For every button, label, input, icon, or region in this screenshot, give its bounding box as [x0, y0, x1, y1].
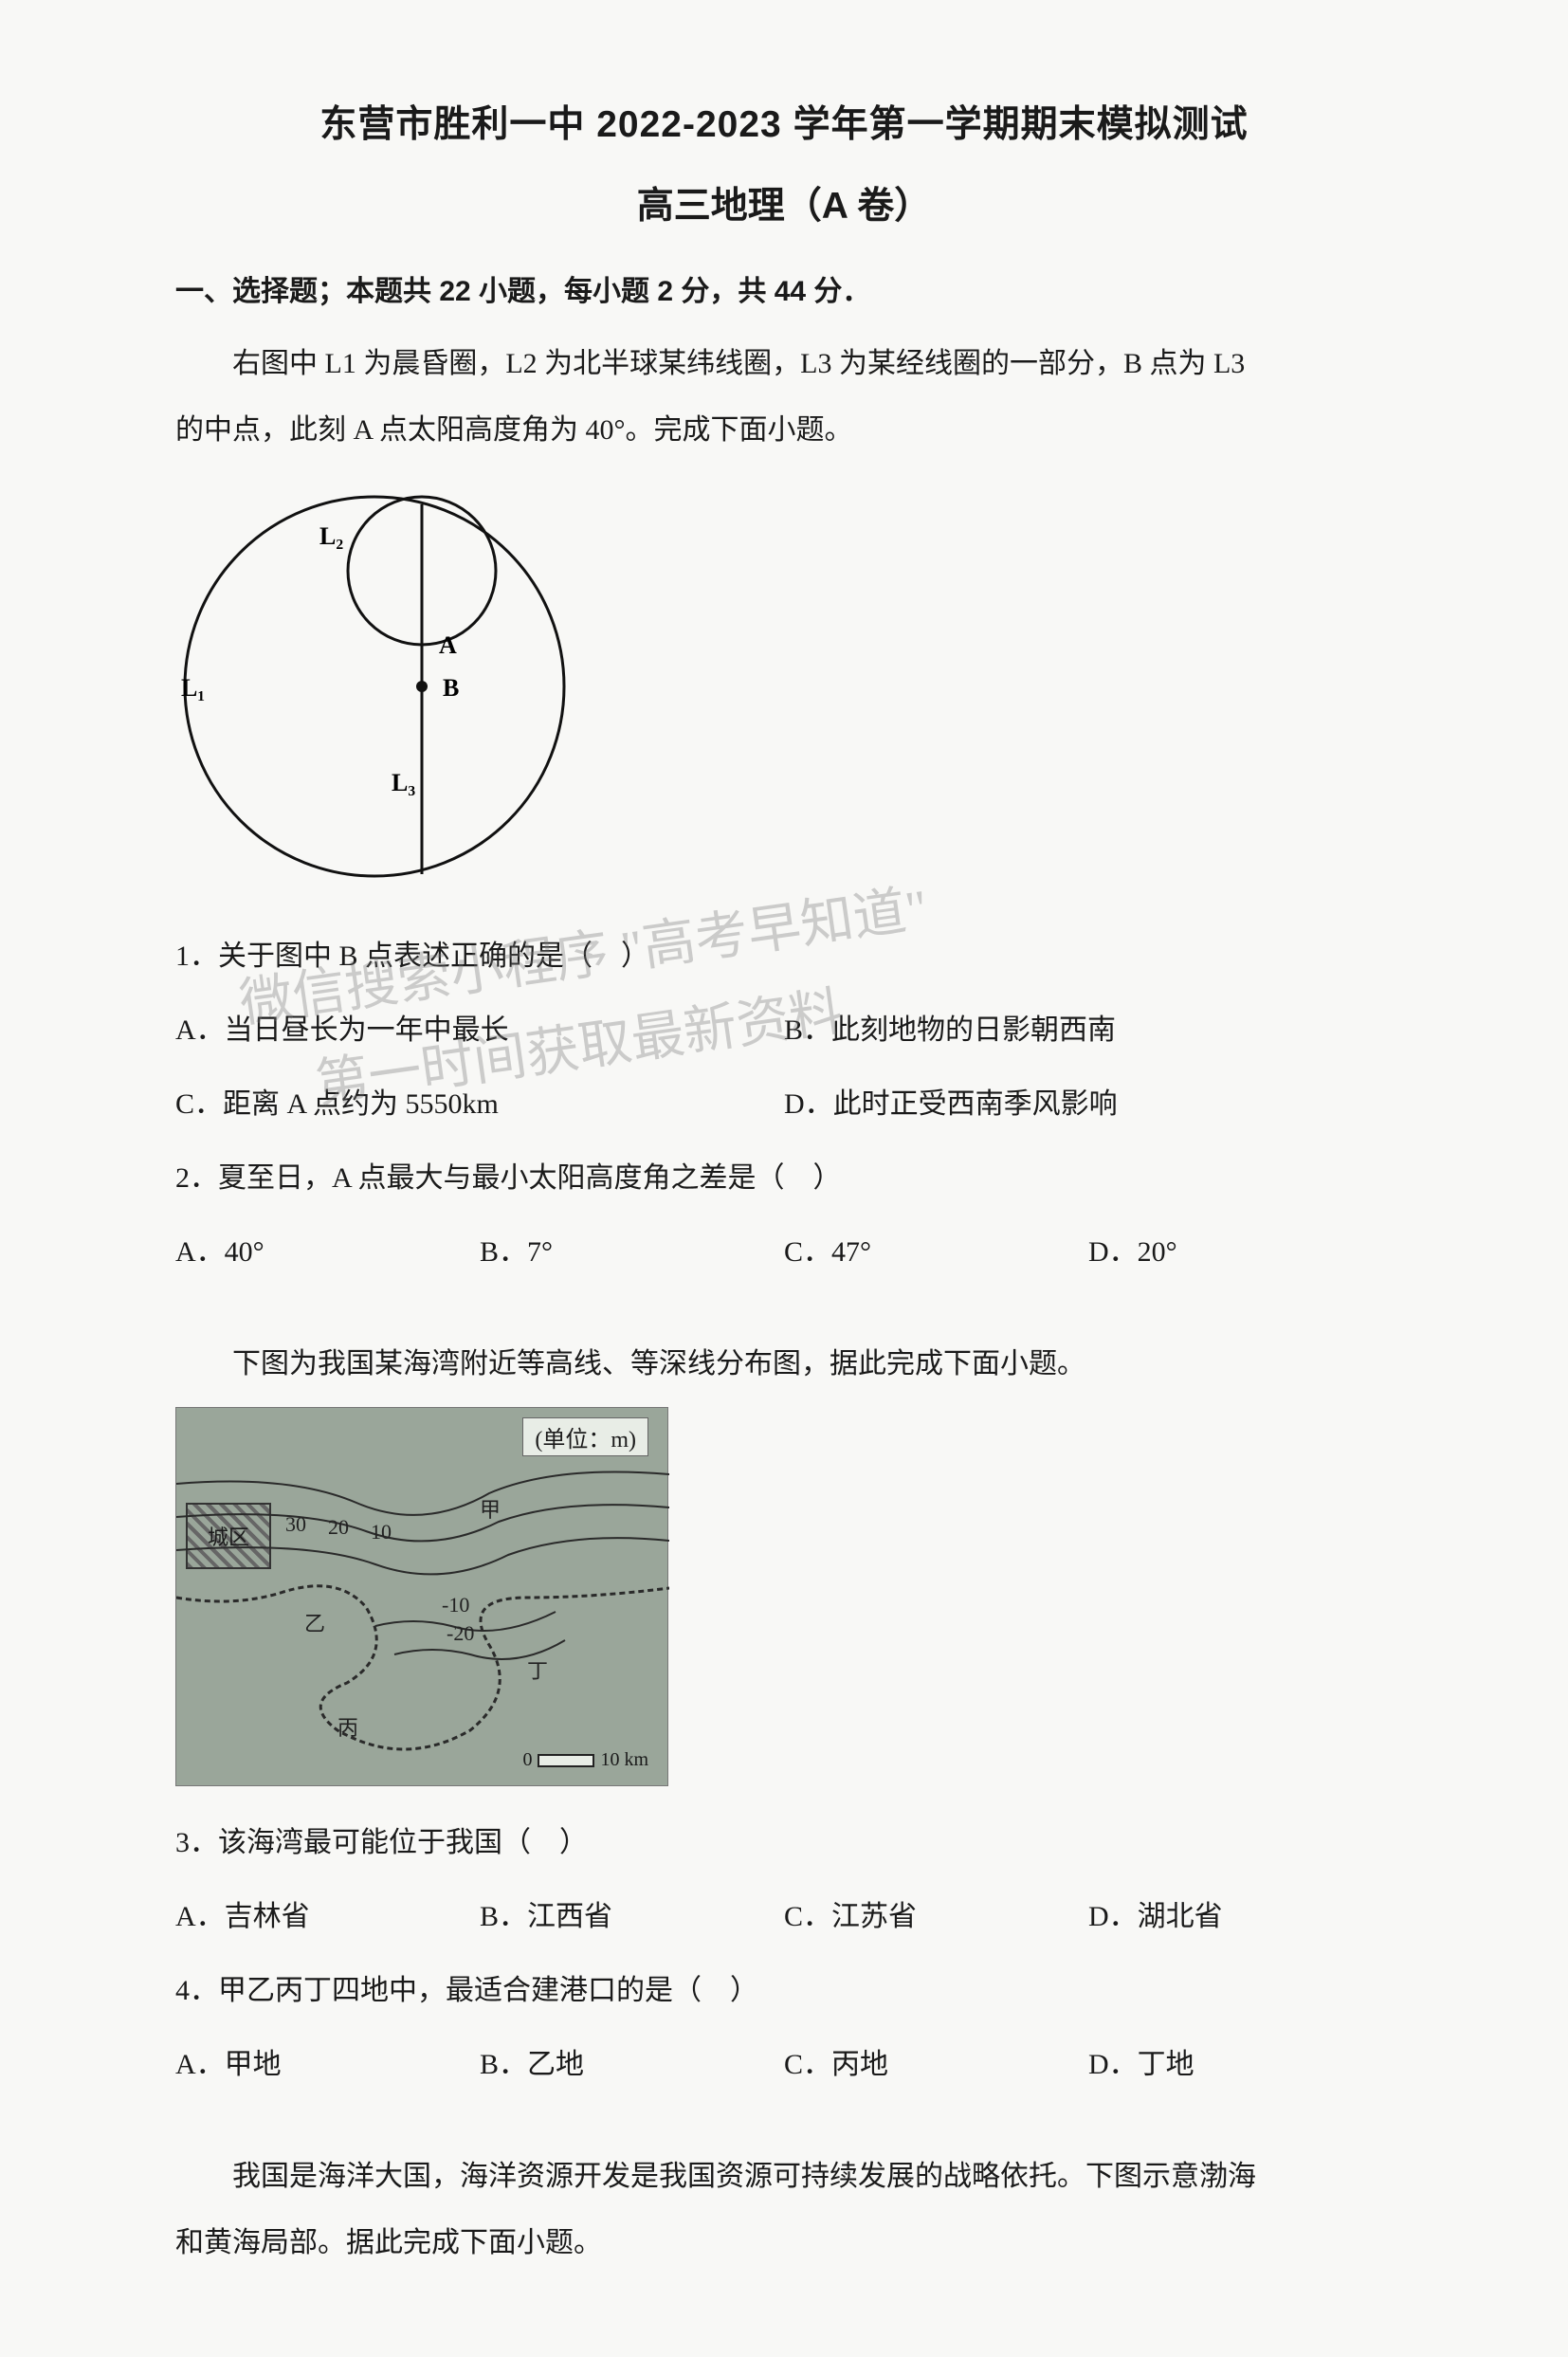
- intro3-p1: 我国是海洋大国，海洋资源开发是我国资源可持续发展的战略依托。下图示意渤海: [175, 2148, 1393, 2205]
- map-depth-10: -10: [442, 1593, 469, 1617]
- label-l3: L₃: [392, 769, 415, 796]
- intro3-p2: 和黄海局部。据此完成下面小题。: [175, 2215, 1393, 2272]
- outer-circle: [185, 497, 564, 876]
- map-pt-jia: 甲: [480, 1493, 501, 1524]
- label-l2: L₂: [319, 522, 343, 550]
- q3-opt-c: C．江苏省: [784, 1889, 1088, 1946]
- q3-opt-a: A．吉林省: [175, 1889, 480, 1946]
- intro-para-1: 右图中 L1 为晨昏圈，L2 为北半球某纬线圈，L3 为某经线圈的一部分，B 点…: [175, 336, 1393, 393]
- q1-stem: 1．关于图中 B 点表述正确的是（ ）: [175, 928, 1393, 985]
- label-l1: L₁: [181, 674, 205, 702]
- diagram-circle: L₁ L₂ L₃ A B: [175, 487, 1393, 900]
- q3-row: A．吉林省 B．江西省 C．江苏省 D．湖北省: [175, 1889, 1393, 1946]
- intro2: 下图为我国某海湾附近等高线、等深线分布图，据此完成下面小题。: [175, 1336, 1393, 1393]
- q4-opt-b: B．乙地: [480, 2037, 784, 2093]
- map-pt-yi: 乙: [304, 1607, 325, 1637]
- map-contour-10: 10: [371, 1520, 392, 1544]
- map-contour-30: 30: [285, 1512, 306, 1537]
- contour-10: [176, 1538, 669, 1574]
- spacer2: [175, 2110, 1393, 2148]
- scale-seg: [538, 1754, 594, 1767]
- q2-opt-b: B．7°: [480, 1224, 784, 1281]
- map-pt-bing: 丙: [337, 1711, 358, 1742]
- q2-opt-c: C．47°: [784, 1224, 1088, 1281]
- map-scale-bar: 0 10 km: [522, 1749, 648, 1771]
- scale-right: 10 km: [600, 1749, 648, 1771]
- coastline: [176, 1586, 669, 1749]
- map-contour-20: 20: [328, 1515, 349, 1540]
- scale-left: 0: [522, 1749, 532, 1771]
- map-depth-20: -20: [447, 1621, 474, 1646]
- intro-para-2: 的中点，此刻 A 点太阳高度角为 40°。完成下面小题。: [175, 402, 1393, 459]
- map-pt-ding: 丁: [527, 1654, 548, 1685]
- q1-opt-c: C．距离 A 点约为 5550km: [175, 1076, 784, 1133]
- q1-row2: C．距离 A 点约为 5550km D．此时正受西南季风影响: [175, 1076, 1393, 1133]
- q4-opt-a: A．甲地: [175, 2037, 480, 2093]
- point-b-dot: [416, 681, 428, 692]
- q1-row1: A．当日昼长为一年中最长 B．此刻地物的日影朝西南: [175, 1002, 1393, 1059]
- circle-diagram-svg: L₁ L₂ L₃ A B: [175, 487, 583, 895]
- map-svg: [176, 1408, 669, 1787]
- q1-opt-a: A．当日昼长为一年中最长: [175, 1002, 784, 1059]
- contour-20: [176, 1505, 669, 1541]
- q3-opt-d: D．湖北省: [1088, 1889, 1393, 1946]
- q2-row: A．40° B．7° C．47° D．20°: [175, 1224, 1393, 1281]
- q4-stem: 4．甲乙丙丁四地中，最适合建港口的是（ ）: [175, 1963, 1393, 2019]
- q3-stem: 3．该海湾最可能位于我国（ ）: [175, 1815, 1393, 1872]
- q3-opt-b: B．江西省: [480, 1889, 784, 1946]
- q1-opt-d: D．此时正受西南季风影响: [784, 1076, 1393, 1133]
- label-a: A: [439, 631, 457, 659]
- q4-opt-c: C．丙地: [784, 2037, 1088, 2093]
- title-line2: 高三地理（A 卷）: [175, 176, 1393, 229]
- q2-opt-a: A．40°: [175, 1224, 480, 1281]
- section-header: 一、选择题；本题共 22 小题，每小题 2 分，共 44 分．: [175, 267, 1393, 309]
- title-line1: 东营市胜利一中 2022-2023 学年第一学期期末模拟测试: [175, 95, 1393, 148]
- contour-map: (单位：m) 城区 30 20 10 -10 -20 甲 乙 丙 丁 0 10 …: [175, 1407, 668, 1786]
- q4-opt-d: D．丁地: [1088, 2037, 1393, 2093]
- q2-stem: 2．夏至日，A 点最大与最小太阳高度角之差是（ ）: [175, 1150, 1393, 1207]
- page-container: 东营市胜利一中 2022-2023 学年第一学期期末模拟测试 高三地理（A 卷）…: [0, 0, 1568, 2357]
- q2-opt-d: D．20°: [1088, 1224, 1393, 1281]
- contour-30: [176, 1472, 669, 1515]
- q1-opt-b: B．此刻地物的日影朝西南: [784, 1002, 1393, 1059]
- q4-row: A．甲地 B．乙地 C．丙地 D．丁地: [175, 2037, 1393, 2093]
- label-b: B: [443, 674, 459, 702]
- spacer: [175, 1298, 1393, 1336]
